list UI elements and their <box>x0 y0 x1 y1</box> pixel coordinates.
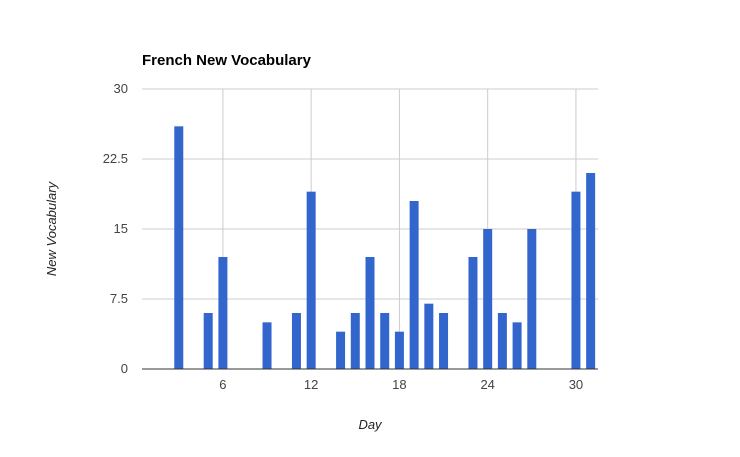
bar <box>527 229 537 369</box>
bar <box>306 191 316 369</box>
bars <box>174 126 596 369</box>
x-tick-label: 24 <box>480 377 494 392</box>
bar <box>365 257 375 369</box>
tick-labels: 0 7.5 15 22.5 30 6 12 18 24 30 <box>103 81 583 392</box>
x-tick-label: 6 <box>219 377 226 392</box>
chart-title: French New Vocabulary <box>142 52 312 69</box>
y-tick-label: 15 <box>114 221 128 236</box>
y-tick-label: 0 <box>121 361 128 376</box>
bar <box>336 331 346 369</box>
bar <box>174 126 184 369</box>
bar <box>262 322 272 369</box>
bar <box>439 313 449 369</box>
x-tick-label: 30 <box>569 377 583 392</box>
bar <box>512 322 522 369</box>
bar <box>350 313 360 369</box>
bar <box>203 313 213 369</box>
bar <box>380 313 390 369</box>
y-axis-title: New Vocabulary <box>44 180 59 276</box>
bar <box>218 257 228 369</box>
bar <box>497 313 507 369</box>
bar <box>291 313 301 369</box>
y-tick-label: 7.5 <box>110 291 128 306</box>
y-tick-label: 22.5 <box>103 151 128 166</box>
bar <box>424 303 434 369</box>
x-tick-label: 18 <box>392 377 406 392</box>
bar <box>468 257 478 369</box>
x-axis-title: Day <box>358 417 383 432</box>
x-tick-label: 12 <box>304 377 318 392</box>
bar <box>409 201 419 369</box>
bar <box>571 191 581 369</box>
y-tick-label: 30 <box>114 81 128 96</box>
bar <box>394 331 404 369</box>
bar <box>483 229 493 369</box>
bar <box>586 173 596 369</box>
